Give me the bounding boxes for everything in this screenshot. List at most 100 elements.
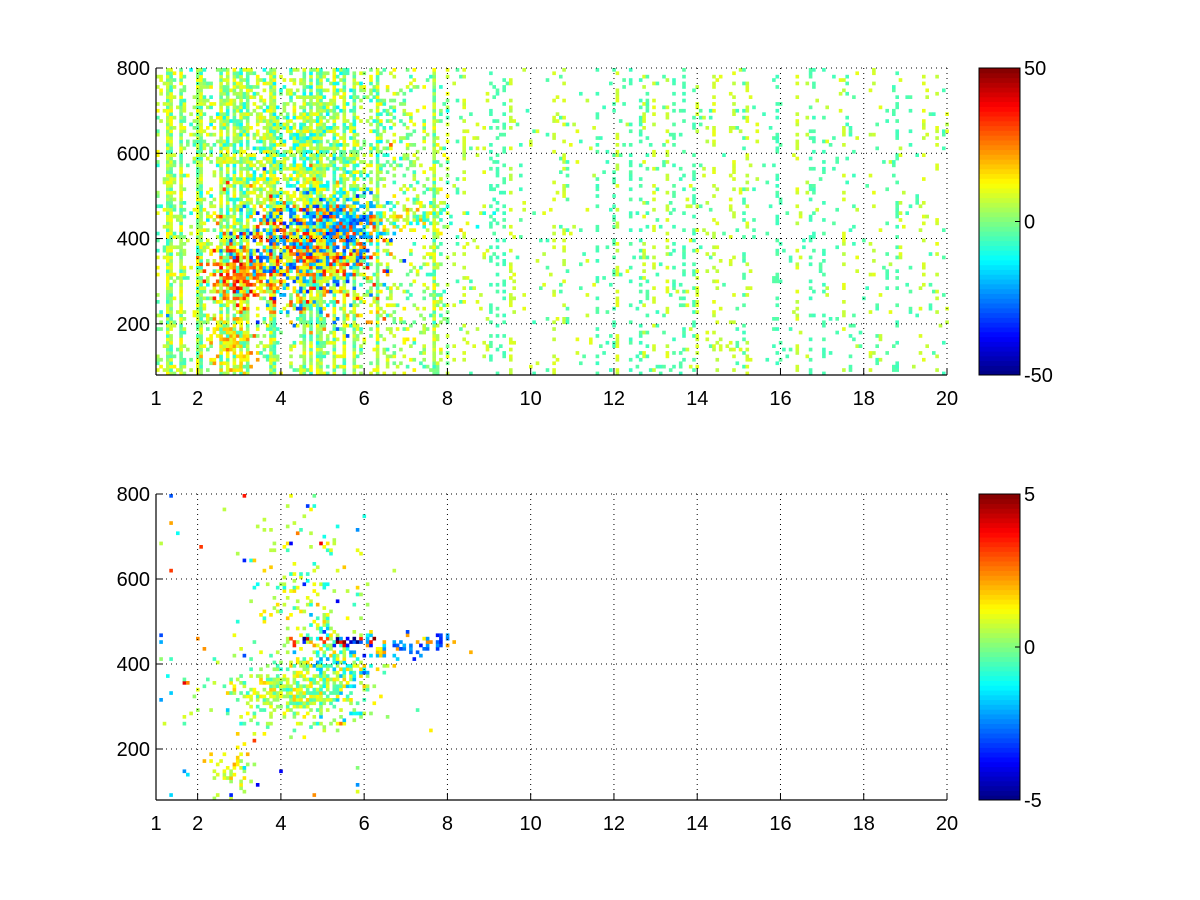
heatmap-cell <box>322 300 327 304</box>
heatmap-cell <box>665 252 670 256</box>
heatmap-cell <box>166 218 170 222</box>
heatmap-cell <box>662 163 666 168</box>
heatmap-cell <box>199 187 203 192</box>
heatmap-cell <box>342 201 347 205</box>
heatmap-cell <box>312 272 317 277</box>
heatmap-cell <box>232 248 237 253</box>
heatmap-cell <box>166 354 170 359</box>
heatmap-cell <box>229 224 233 229</box>
heatmap-cell <box>282 78 287 82</box>
heatmap-cell <box>322 95 327 99</box>
heatmap-cell <box>352 327 357 331</box>
heatmap-cell <box>229 337 233 342</box>
heatmap-cell <box>712 184 716 188</box>
heatmap-cell <box>375 153 380 157</box>
heatmap-cell <box>239 214 243 219</box>
heatmap-cell <box>332 108 337 113</box>
heatmap-cell <box>265 252 270 256</box>
heatmap-cell <box>389 201 393 205</box>
heatmap-cell <box>295 180 300 185</box>
heatmap-cell <box>439 296 443 301</box>
heatmap-cell <box>239 156 243 161</box>
heatmap-cell <box>392 156 397 161</box>
heatmap-cell <box>242 357 247 362</box>
heatmap-cell <box>658 371 663 376</box>
heatmap-cell <box>379 262 383 267</box>
heatmap-cell <box>219 300 223 304</box>
heatmap-cell <box>349 238 353 243</box>
heatmap-cell <box>196 279 200 284</box>
heatmap-cell <box>432 132 436 137</box>
heatmap-cell <box>369 91 373 96</box>
heatmap-cell <box>265 211 270 215</box>
heatmap-cell <box>245 334 250 338</box>
heatmap-cell <box>595 149 600 154</box>
heatmap-cell <box>259 282 263 287</box>
heatmap-cell <box>342 112 347 116</box>
heatmap-cell <box>698 204 703 209</box>
heatmap-cell <box>309 265 313 270</box>
heatmap-cell <box>302 166 307 171</box>
heatmap-cell <box>492 85 496 89</box>
heatmap-cell <box>215 269 220 273</box>
heatmap-cell <box>272 272 277 277</box>
heatmap-cell <box>269 327 273 331</box>
heatmap-cell <box>225 170 230 174</box>
heatmap-cell <box>166 180 170 185</box>
heatmap-cell <box>342 303 347 308</box>
heatmap-cell <box>462 136 466 140</box>
heatmap-cell <box>335 74 340 79</box>
heatmap-cell <box>369 201 373 205</box>
heatmap-cell <box>375 327 380 331</box>
heatmap-cell <box>352 235 357 239</box>
heatmap-cell <box>732 71 736 76</box>
heatmap-cell <box>289 207 293 212</box>
heatmap-cell <box>472 238 476 243</box>
heatmap-cell <box>435 364 440 369</box>
heatmap-cell <box>299 197 303 202</box>
heatmap-cell <box>595 354 600 359</box>
heatmap-cell <box>222 293 227 297</box>
heatmap-cell <box>245 296 250 301</box>
heatmap-cell <box>355 207 360 212</box>
heatmap-cell <box>652 166 656 171</box>
heatmap-cell <box>309 122 313 127</box>
heatmap-cell <box>199 143 203 147</box>
heatmap-cell <box>262 108 267 113</box>
heatmap-cell <box>299 276 303 280</box>
heatmap-cell <box>342 265 347 270</box>
heatmap-cell <box>332 354 337 359</box>
heatmap-cell <box>196 129 200 134</box>
heatmap-cell <box>355 255 360 260</box>
heatmap-cell <box>182 361 187 366</box>
heatmap-cell <box>615 166 620 171</box>
heatmap-cell <box>359 71 363 76</box>
heatmap-cell <box>609 282 613 287</box>
heatmap-cell <box>435 231 440 236</box>
heatmap-cell <box>335 105 340 110</box>
heatmap-cell <box>489 221 493 226</box>
heatmap-cell <box>375 313 380 318</box>
heatmap-cell <box>415 207 420 212</box>
heatmap-cell <box>319 201 323 205</box>
heatmap-cell <box>375 259 380 263</box>
heatmap-cell <box>545 132 550 137</box>
heatmap-cell <box>212 272 217 277</box>
heatmap-cell <box>199 344 203 348</box>
heatmap-cell <box>169 139 173 144</box>
heatmap-cell <box>628 340 633 345</box>
heatmap-cell <box>375 272 380 277</box>
heatmap-cell <box>196 252 200 256</box>
heatmap-cell <box>272 173 277 178</box>
heatmap-cell <box>375 357 380 362</box>
heatmap-cell <box>565 317 570 321</box>
heatmap-cell <box>352 218 357 222</box>
heatmap-cell <box>232 337 237 342</box>
heatmap-cell <box>315 197 320 202</box>
heatmap-cell <box>269 136 273 140</box>
heatmap-cell <box>305 221 310 226</box>
heatmap-cell <box>222 259 227 263</box>
heatmap-cell <box>409 323 413 328</box>
heatmap-cell <box>179 197 183 202</box>
heatmap-cell <box>495 91 500 96</box>
